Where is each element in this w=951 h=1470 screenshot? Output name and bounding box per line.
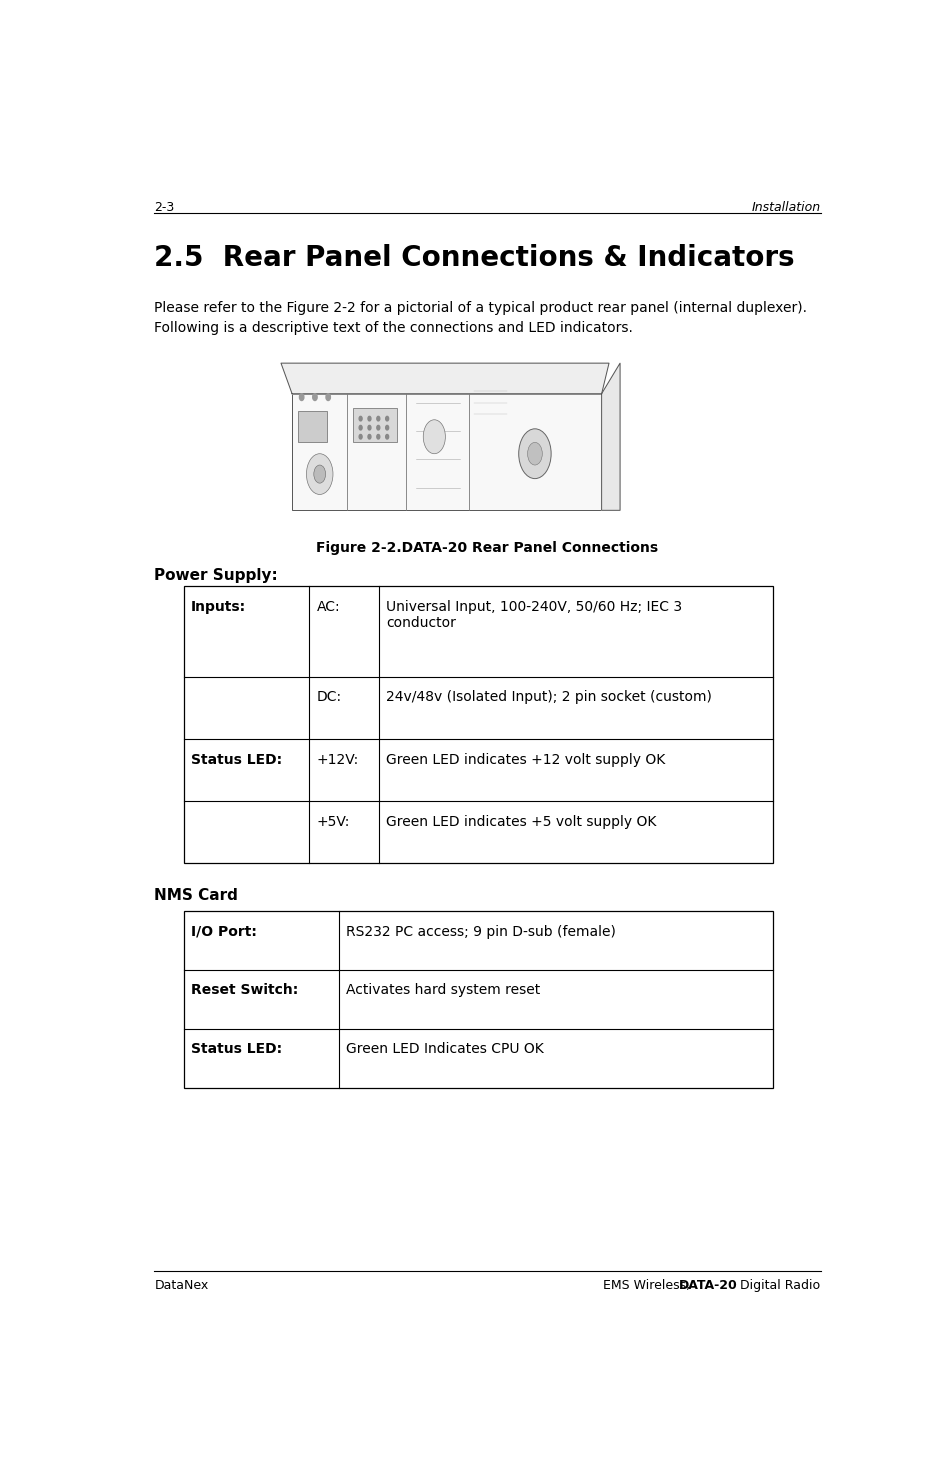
- Circle shape: [359, 435, 362, 440]
- Text: Installation: Installation: [751, 201, 821, 215]
- Polygon shape: [602, 363, 620, 510]
- Text: Activates hard system reset: Activates hard system reset: [346, 983, 540, 998]
- Text: Green LED indicates +12 volt supply OK: Green LED indicates +12 volt supply OK: [386, 753, 666, 766]
- Text: DATA-20: DATA-20: [679, 1279, 738, 1292]
- Circle shape: [326, 394, 330, 400]
- Text: Inputs:: Inputs:: [191, 600, 246, 614]
- Text: Green LED indicates +5 volt supply OK: Green LED indicates +5 volt supply OK: [386, 814, 657, 829]
- Text: Following is a descriptive text of the connections and LED indicators.: Following is a descriptive text of the c…: [154, 322, 633, 335]
- Text: Green LED Indicates CPU OK: Green LED Indicates CPU OK: [346, 1042, 544, 1057]
- Circle shape: [377, 425, 379, 429]
- Circle shape: [300, 394, 304, 400]
- Text: EMS Wireless,: EMS Wireless,: [603, 1279, 694, 1292]
- Text: RS232 PC access; 9 pin D-sub (female): RS232 PC access; 9 pin D-sub (female): [346, 925, 615, 938]
- Text: AC:: AC:: [317, 600, 340, 614]
- Bar: [353, 409, 398, 442]
- Bar: [184, 911, 773, 1088]
- Circle shape: [386, 425, 389, 429]
- Circle shape: [377, 435, 379, 440]
- Bar: [292, 394, 602, 510]
- Bar: [184, 587, 773, 863]
- Text: 24v/48v (Isolated Input); 2 pin socket (custom): 24v/48v (Isolated Input); 2 pin socket (…: [386, 691, 712, 704]
- Circle shape: [306, 454, 333, 494]
- Text: +5V:: +5V:: [317, 814, 350, 829]
- Circle shape: [368, 416, 371, 420]
- Text: Universal Input, 100-240V, 50/60 Hz; IEC 3
conductor: Universal Input, 100-240V, 50/60 Hz; IEC…: [386, 600, 683, 631]
- Text: DataNex: DataNex: [154, 1279, 208, 1292]
- Circle shape: [386, 416, 389, 420]
- Circle shape: [313, 394, 317, 400]
- Bar: [298, 410, 327, 442]
- Circle shape: [359, 416, 362, 420]
- Circle shape: [518, 429, 552, 479]
- Text: Digital Radio: Digital Radio: [736, 1279, 821, 1292]
- Text: NMS Card: NMS Card: [154, 888, 238, 904]
- Text: 2.5  Rear Panel Connections & Indicators: 2.5 Rear Panel Connections & Indicators: [154, 244, 795, 272]
- Text: Status LED:: Status LED:: [191, 753, 282, 766]
- Circle shape: [314, 465, 325, 484]
- Circle shape: [359, 425, 362, 429]
- Polygon shape: [281, 363, 609, 394]
- Circle shape: [386, 435, 389, 440]
- Text: 2-3: 2-3: [154, 201, 174, 215]
- Circle shape: [528, 442, 542, 465]
- Circle shape: [368, 425, 371, 429]
- Text: DC:: DC:: [317, 691, 341, 704]
- Circle shape: [368, 435, 371, 440]
- Text: Please refer to the Figure 2-2 for a pictorial of a typical product rear panel (: Please refer to the Figure 2-2 for a pic…: [154, 301, 807, 315]
- Text: +12V:: +12V:: [317, 753, 359, 766]
- Text: Power Supply:: Power Supply:: [154, 567, 278, 584]
- Text: Status LED:: Status LED:: [191, 1042, 282, 1057]
- Circle shape: [423, 420, 445, 454]
- Text: Reset Switch:: Reset Switch:: [191, 983, 299, 998]
- Circle shape: [377, 416, 379, 420]
- Text: Figure 2-2.DATA-20 Rear Panel Connections: Figure 2-2.DATA-20 Rear Panel Connection…: [317, 541, 658, 554]
- Text: I/O Port:: I/O Port:: [191, 925, 257, 938]
